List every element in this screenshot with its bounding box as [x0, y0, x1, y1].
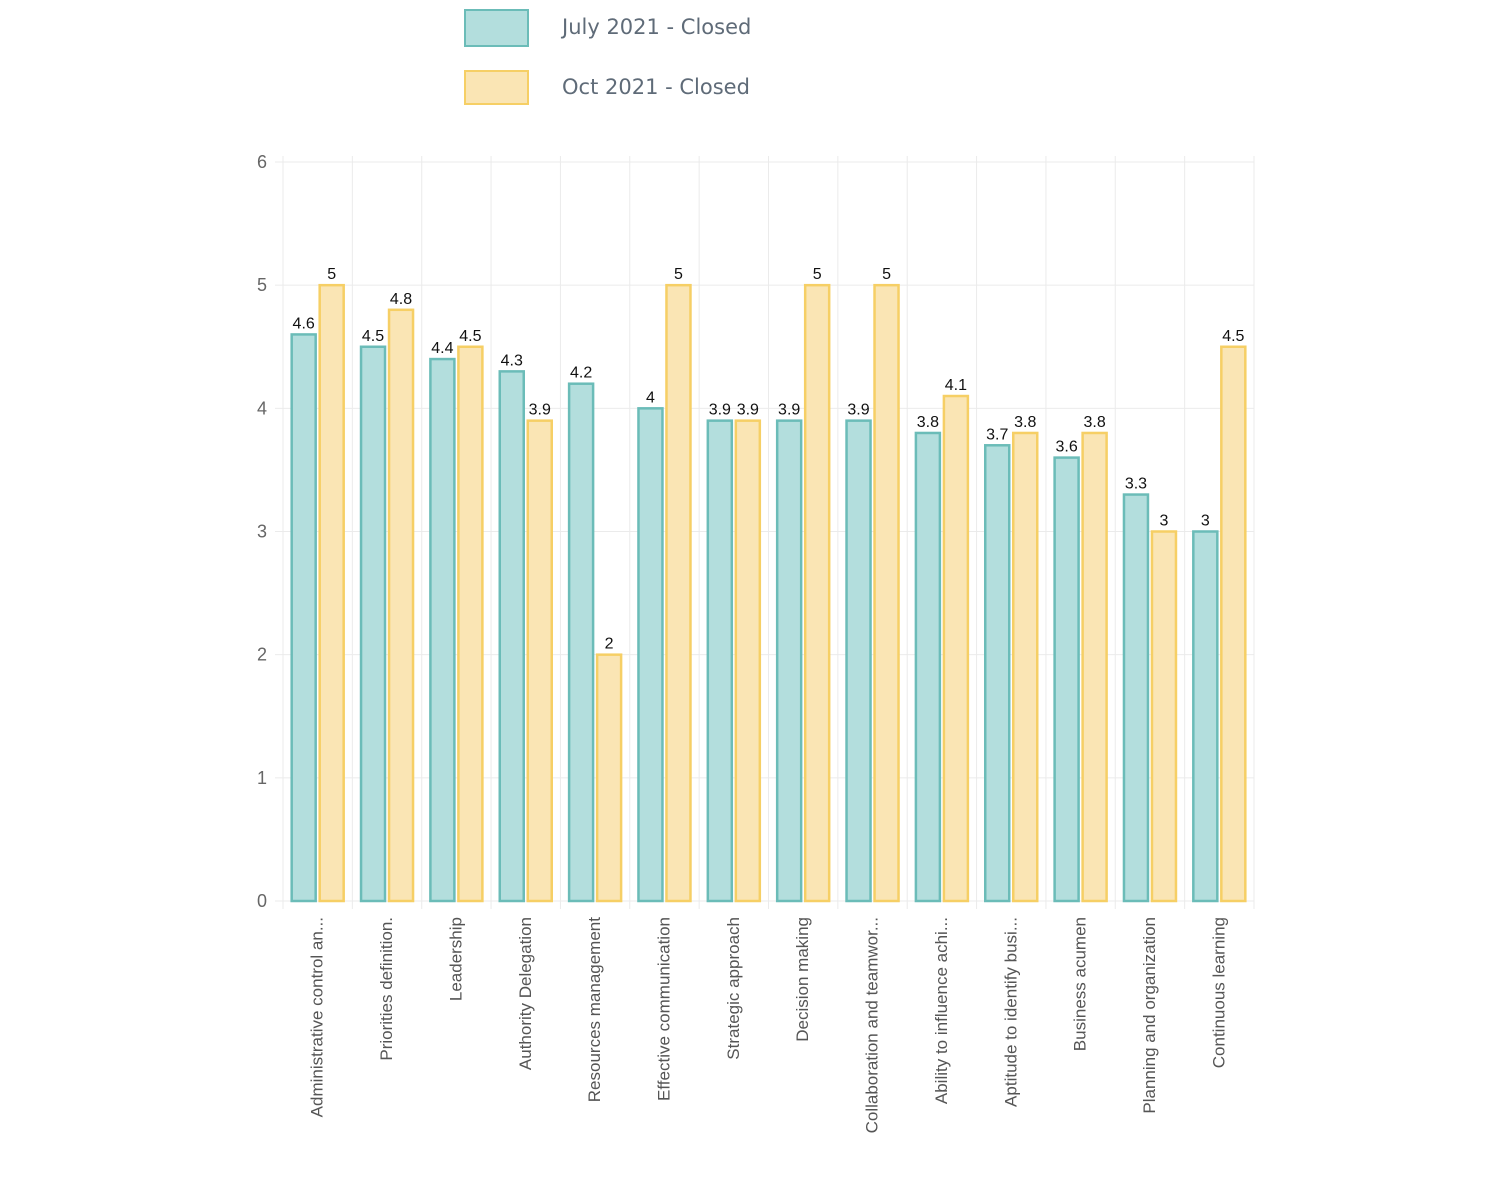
- data-label-july-2021-closed-12: 3.3: [1125, 476, 1147, 493]
- data-label-oct-2021-closed-1: 4.8: [390, 291, 412, 308]
- bar-oct-2021-closed-7[interactable]: [803, 283, 831, 903]
- data-label-july-2021-closed-13: 3: [1201, 513, 1210, 530]
- data-label-oct-2021-closed-5: 5: [674, 266, 683, 283]
- y-tick-label-4: 4: [257, 398, 267, 418]
- legend-item-oct-2021[interactable]: Oct 2021 - Closed: [464, 70, 750, 105]
- bar-july-2021-closed-7[interactable]: [775, 419, 803, 903]
- y-tick-label-5: 5: [257, 275, 267, 295]
- bar-oct-2021-closed-13[interactable]: [1220, 345, 1247, 903]
- bar-july-2021-closed-12[interactable]: [1122, 493, 1150, 903]
- bar-oct-2021-closed-1[interactable]: [387, 308, 415, 903]
- bar-july-2021-closed-8[interactable]: [845, 419, 872, 903]
- x-tick-label-13: Continuous learning: [1209, 917, 1228, 1068]
- y-tick-label-2: 2: [257, 645, 267, 665]
- bar-oct-2021-closed-2[interactable]: [457, 345, 484, 903]
- bar-july-2021-closed-3[interactable]: [498, 370, 525, 903]
- bar-oct-2021-closed-5[interactable]: [665, 283, 692, 903]
- y-tick-label-6: 6: [257, 152, 267, 172]
- bar-july-2021-closed-9[interactable]: [914, 431, 942, 903]
- bars: [290, 283, 1247, 903]
- bar-july-2021-closed-2[interactable]: [429, 357, 456, 903]
- bar-july-2021-closed-13[interactable]: [1192, 530, 1219, 903]
- data-label-oct-2021-closed-9: 4.1: [945, 377, 967, 394]
- data-label-oct-2021-closed-3: 3.9: [529, 402, 551, 419]
- y-tick-label-0: 0: [257, 891, 267, 911]
- data-label-july-2021-closed-5: 4: [646, 389, 655, 406]
- x-tick-label-2: Leadership: [446, 917, 465, 1001]
- data-label-july-2021-closed-3: 4.3: [501, 352, 523, 369]
- x-tick-label-5: Effective communication: [654, 917, 673, 1101]
- legend-item-july-2021[interactable]: July 2021 - Closed: [464, 9, 751, 47]
- x-tick-label-9: Ability to influence achi...: [932, 917, 951, 1104]
- bar-oct-2021-closed-3[interactable]: [526, 419, 553, 903]
- legend-swatch-oct-2021: [464, 70, 529, 105]
- data-label-oct-2021-closed-6: 3.9: [737, 402, 759, 419]
- data-label-oct-2021-closed-13: 4.5: [1222, 328, 1244, 345]
- data-label-july-2021-closed-10: 3.7: [986, 426, 1008, 443]
- y-axis: 0 1 2 3 4 5 6: [257, 152, 267, 911]
- data-label-july-2021-closed-7: 3.9: [778, 402, 800, 419]
- grid: [275, 156, 1255, 909]
- data-label-july-2021-closed-6: 3.9: [709, 402, 731, 419]
- bar-oct-2021-closed-8[interactable]: [873, 283, 900, 903]
- bar-oct-2021-closed-10[interactable]: [1012, 431, 1039, 903]
- x-tick-label-3: Authority Delegation: [516, 917, 535, 1070]
- legend-label-july-2021: July 2021 - Closed: [560, 15, 751, 39]
- data-label-oct-2021-closed-0: 5: [327, 266, 336, 283]
- bar-july-2021-closed-4[interactable]: [567, 382, 595, 903]
- data-label-oct-2021-closed-8: 5: [882, 266, 891, 283]
- bar-oct-2021-closed-12[interactable]: [1150, 530, 1178, 903]
- y-tick-label-1: 1: [257, 768, 267, 788]
- bar-july-2021-closed-6[interactable]: [706, 419, 734, 903]
- bar-july-2021-closed-11[interactable]: [1053, 456, 1080, 903]
- legend: July 2021 - Closed Oct 2021 - Closed: [464, 9, 751, 105]
- bar-july-2021-closed-0[interactable]: [290, 333, 317, 903]
- x-tick-label-0: Administrative control an...: [308, 917, 327, 1117]
- x-tick-label-10: Aptitude to identify busi...: [1001, 917, 1020, 1107]
- bar-july-2021-closed-1[interactable]: [359, 345, 387, 903]
- x-tick-label-6: Strategic approach: [724, 917, 743, 1060]
- x-tick-label-12: Planning and organization: [1140, 917, 1159, 1114]
- data-label-july-2021-closed-9: 3.8: [917, 414, 939, 431]
- bar-oct-2021-closed-0[interactable]: [318, 283, 345, 903]
- bar-oct-2021-closed-9[interactable]: [942, 394, 970, 903]
- bar-oct-2021-closed-11[interactable]: [1081, 431, 1108, 903]
- x-axis: Administrative control an... Priorities d…: [308, 917, 1229, 1134]
- bar-july-2021-closed-5[interactable]: [637, 407, 664, 903]
- x-tick-label-4: Resources management: [585, 917, 604, 1102]
- data-label-oct-2021-closed-2: 4.5: [459, 328, 481, 345]
- data-label-oct-2021-closed-7: 5: [813, 266, 822, 283]
- data-label-july-2021-closed-2: 4.4: [431, 340, 453, 357]
- data-label-july-2021-closed-11: 3.6: [1055, 439, 1077, 456]
- bar-july-2021-closed-10[interactable]: [984, 444, 1011, 903]
- data-label-oct-2021-closed-10: 3.8: [1014, 414, 1036, 431]
- data-label-oct-2021-closed-11: 3.8: [1083, 414, 1105, 431]
- data-label-july-2021-closed-8: 3.9: [847, 402, 869, 419]
- y-tick-label-3: 3: [257, 522, 267, 542]
- x-tick-label-11: Business acumen: [1071, 917, 1090, 1051]
- x-tick-label-1: Priorities definition.: [377, 917, 396, 1061]
- bar-oct-2021-closed-4[interactable]: [595, 653, 623, 903]
- data-label-oct-2021-closed-12: 3: [1160, 513, 1169, 530]
- data-label-july-2021-closed-4: 4.2: [570, 365, 592, 382]
- data-labels: 4.6 5 4.5 4.8 4.4 4.5 4.3 3.9 4.2 2 4 5 3.9 3.9 3.9 5 3.…: [293, 266, 1245, 653]
- x-tick-label-8: Collaboration and teamwor...: [863, 917, 882, 1133]
- data-label-july-2021-closed-0: 4.6: [293, 315, 315, 332]
- x-tick-label-7: Decision making: [793, 917, 812, 1042]
- bar-oct-2021-closed-6[interactable]: [734, 419, 762, 903]
- legend-swatch-july-2021: [464, 9, 529, 47]
- data-label-oct-2021-closed-4: 2: [605, 636, 614, 653]
- legend-label-oct-2021: Oct 2021 - Closed: [562, 75, 750, 99]
- data-label-july-2021-closed-1: 4.5: [362, 328, 384, 345]
